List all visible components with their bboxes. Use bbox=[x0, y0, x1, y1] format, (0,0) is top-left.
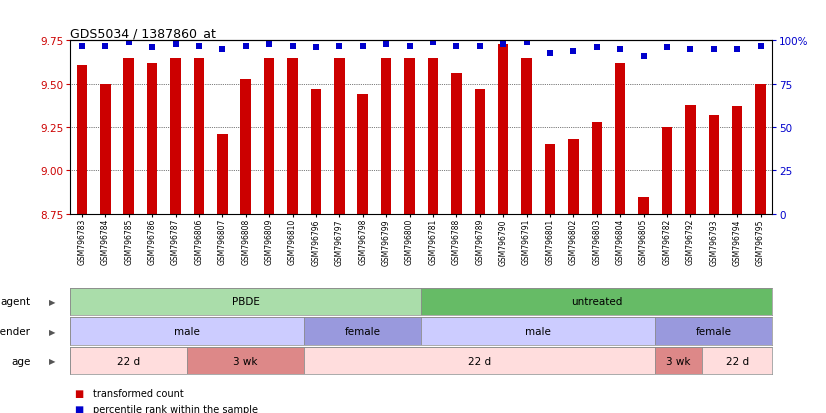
Text: ■: ■ bbox=[74, 388, 83, 398]
Text: ■: ■ bbox=[74, 404, 83, 413]
Text: ▶: ▶ bbox=[49, 327, 55, 336]
Text: 22 d: 22 d bbox=[117, 356, 140, 366]
Bar bbox=[702, 347, 772, 375]
Bar bbox=[100, 85, 111, 214]
Bar bbox=[170, 59, 181, 214]
Text: 22 d: 22 d bbox=[468, 356, 491, 366]
Text: transformed count: transformed count bbox=[93, 388, 183, 398]
Text: ▶: ▶ bbox=[49, 297, 55, 306]
Bar bbox=[193, 59, 204, 214]
Bar bbox=[334, 59, 344, 214]
Bar bbox=[311, 90, 321, 214]
Bar bbox=[70, 347, 188, 375]
Text: male: male bbox=[525, 326, 551, 336]
Bar bbox=[568, 140, 579, 214]
Bar bbox=[428, 59, 439, 214]
Bar bbox=[685, 105, 695, 214]
Text: 3 wk: 3 wk bbox=[234, 356, 258, 366]
Bar bbox=[358, 95, 368, 214]
Bar bbox=[70, 318, 304, 345]
Bar bbox=[304, 318, 421, 345]
Bar bbox=[188, 347, 304, 375]
Text: 22 d: 22 d bbox=[726, 356, 748, 366]
Text: ▶: ▶ bbox=[49, 356, 55, 366]
Bar bbox=[263, 59, 274, 214]
Bar bbox=[77, 66, 88, 214]
Bar bbox=[591, 123, 602, 214]
Bar bbox=[709, 116, 719, 214]
Text: percentile rank within the sample: percentile rank within the sample bbox=[93, 404, 258, 413]
Bar bbox=[123, 59, 134, 214]
Text: agent: agent bbox=[1, 297, 31, 306]
Bar bbox=[304, 347, 655, 375]
Text: female: female bbox=[695, 326, 732, 336]
Bar bbox=[638, 197, 649, 214]
Bar bbox=[287, 59, 298, 214]
Text: GDS5034 / 1387860_at: GDS5034 / 1387860_at bbox=[70, 27, 216, 40]
Text: female: female bbox=[344, 326, 381, 336]
Bar bbox=[147, 64, 158, 214]
Text: PBDE: PBDE bbox=[232, 297, 259, 306]
Text: 3 wk: 3 wk bbox=[667, 356, 691, 366]
Bar bbox=[474, 90, 485, 214]
Bar bbox=[381, 59, 392, 214]
Bar bbox=[655, 318, 772, 345]
Bar bbox=[755, 85, 766, 214]
Bar bbox=[615, 64, 625, 214]
Bar bbox=[732, 107, 743, 214]
Text: male: male bbox=[174, 326, 200, 336]
Bar bbox=[521, 59, 532, 214]
Bar bbox=[498, 45, 509, 214]
Bar bbox=[451, 74, 462, 214]
Bar bbox=[70, 288, 421, 315]
Bar bbox=[662, 128, 672, 214]
Bar bbox=[404, 59, 415, 214]
Text: gender: gender bbox=[0, 326, 31, 336]
Bar bbox=[544, 145, 555, 214]
Text: untreated: untreated bbox=[571, 297, 623, 306]
Bar bbox=[240, 79, 251, 214]
Bar bbox=[421, 318, 655, 345]
Bar bbox=[421, 288, 772, 315]
Text: age: age bbox=[12, 356, 31, 366]
Bar bbox=[217, 135, 228, 214]
Bar bbox=[655, 347, 702, 375]
